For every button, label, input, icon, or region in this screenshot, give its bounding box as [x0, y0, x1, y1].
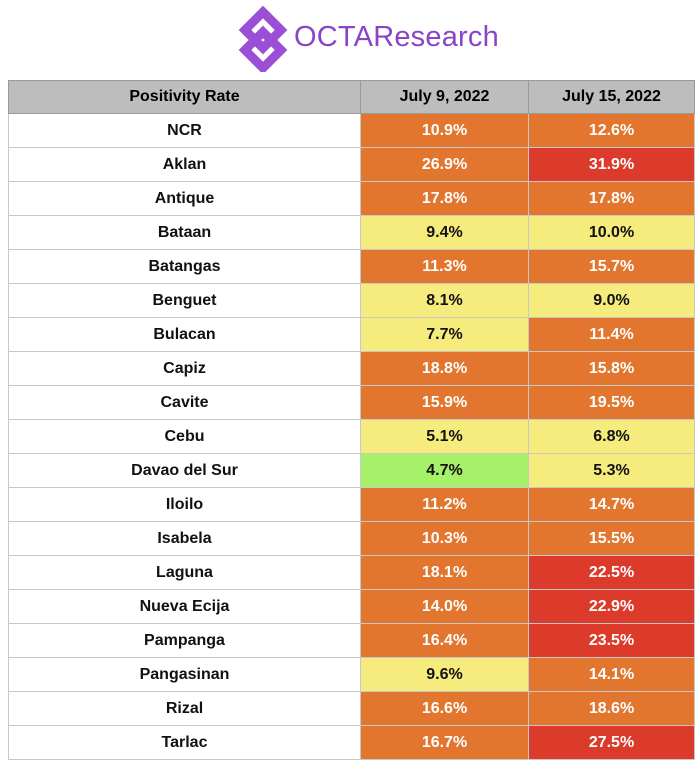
- value-cell-july-9: 10.3%: [360, 521, 529, 556]
- column-header-region: Positivity Rate: [8, 80, 361, 114]
- table-row: Bulacan 7.7% 11.4%: [8, 317, 695, 352]
- value-cell-july-15: 5.3%: [528, 453, 695, 488]
- region-cell: Pampanga: [8, 623, 361, 658]
- table-row: Benguet 8.1% 9.0%: [8, 283, 695, 318]
- value-cell-july-15: 27.5%: [528, 725, 695, 760]
- table-row: Cavite 15.9% 19.5%: [8, 385, 695, 420]
- value-cell-july-9: 11.2%: [360, 487, 529, 522]
- region-cell: Bataan: [8, 215, 361, 250]
- region-cell: Aklan: [8, 147, 361, 182]
- table-row: Davao del Sur 4.7% 5.3%: [8, 453, 695, 488]
- value-cell-july-15: 14.7%: [528, 487, 695, 522]
- value-cell-july-9: 14.0%: [360, 589, 529, 624]
- region-cell: Rizal: [8, 691, 361, 726]
- value-cell-july-9: 11.3%: [360, 249, 529, 284]
- column-header-july-15: July 15, 2022: [528, 80, 695, 114]
- value-cell-july-15: 11.4%: [528, 317, 695, 352]
- value-cell-july-9: 9.4%: [360, 215, 529, 250]
- value-cell-july-9: 16.4%: [360, 623, 529, 658]
- table-row: Bataan 9.4% 10.0%: [8, 215, 695, 250]
- region-cell: Pangasinan: [8, 657, 361, 692]
- value-cell-july-9: 18.1%: [360, 555, 529, 590]
- table-row: Tarlac 16.7% 27.5%: [8, 725, 695, 760]
- table-header-row: Positivity Rate July 9, 2022 July 15, 20…: [8, 80, 695, 114]
- value-cell-july-15: 9.0%: [528, 283, 695, 318]
- table-row: Iloilo 11.2% 14.7%: [8, 487, 695, 522]
- table-row: Nueva Ecija 14.0% 22.9%: [8, 589, 695, 624]
- region-cell: Laguna: [8, 555, 361, 590]
- value-cell-july-15: 22.5%: [528, 555, 695, 590]
- table-row: Aklan 26.9% 31.9%: [8, 147, 695, 182]
- value-cell-july-15: 15.8%: [528, 351, 695, 386]
- positivity-rate-table: Positivity Rate July 9, 2022 July 15, 20…: [8, 80, 695, 760]
- region-cell: Capiz: [8, 351, 361, 386]
- value-cell-july-9: 16.6%: [360, 691, 529, 726]
- region-cell: Cavite: [8, 385, 361, 420]
- value-cell-july-9: 10.9%: [360, 113, 529, 148]
- table-row: Pampanga 16.4% 23.5%: [8, 623, 695, 658]
- table-row: NCR 10.9% 12.6%: [8, 113, 695, 148]
- value-cell-july-15: 18.6%: [528, 691, 695, 726]
- value-cell-july-15: 15.5%: [528, 521, 695, 556]
- value-cell-july-9: 7.7%: [360, 317, 529, 352]
- table-row: Pangasinan 9.6% 14.1%: [8, 657, 695, 692]
- region-cell: Tarlac: [8, 725, 361, 760]
- value-cell-july-15: 15.7%: [528, 249, 695, 284]
- region-cell: Benguet: [8, 283, 361, 318]
- region-cell: Iloilo: [8, 487, 361, 522]
- table-row: Rizal 16.6% 18.6%: [8, 691, 695, 726]
- value-cell-july-9: 4.7%: [360, 453, 529, 488]
- region-cell: Antique: [8, 181, 361, 216]
- region-cell: Cebu: [8, 419, 361, 454]
- value-cell-july-15: 22.9%: [528, 589, 695, 624]
- region-cell: Bulacan: [8, 317, 361, 352]
- value-cell-july-9: 16.7%: [360, 725, 529, 760]
- table-row: Cebu 5.1% 6.8%: [8, 419, 695, 454]
- value-cell-july-15: 17.8%: [528, 181, 695, 216]
- value-cell-july-15: 14.1%: [528, 657, 695, 692]
- value-cell-july-9: 5.1%: [360, 419, 529, 454]
- value-cell-july-9: 9.6%: [360, 657, 529, 692]
- region-cell: Nueva Ecija: [8, 589, 361, 624]
- region-cell: Batangas: [8, 249, 361, 284]
- value-cell-july-15: 12.6%: [528, 113, 695, 148]
- value-cell-july-15: 10.0%: [528, 215, 695, 250]
- table-row: Capiz 18.8% 15.8%: [8, 351, 695, 386]
- table-row: Laguna 18.1% 22.5%: [8, 555, 695, 590]
- column-header-july-9: July 9, 2022: [360, 80, 529, 114]
- table-body: NCR 10.9% 12.6% Aklan 26.9% 31.9% Antique 17.8%…: [8, 113, 695, 760]
- region-cell: Isabela: [8, 521, 361, 556]
- region-cell: NCR: [8, 113, 361, 148]
- region-cell: Davao del Sur: [8, 453, 361, 488]
- value-cell-july-9: 26.9%: [360, 147, 529, 182]
- octa-diamond-logo-icon: [238, 6, 288, 72]
- value-cell-july-9: 17.8%: [360, 181, 529, 216]
- value-cell-july-9: 18.8%: [360, 351, 529, 386]
- value-cell-july-15: 31.9%: [528, 147, 695, 182]
- value-cell-july-9: 15.9%: [360, 385, 529, 420]
- value-cell-july-15: 19.5%: [528, 385, 695, 420]
- value-cell-july-15: 6.8%: [528, 419, 695, 454]
- brand-name: OCTAResearch: [294, 20, 499, 53]
- table-row: Antique 17.8% 17.8%: [8, 181, 695, 216]
- value-cell-july-15: 23.5%: [528, 623, 695, 658]
- value-cell-july-9: 8.1%: [360, 283, 529, 318]
- table-row: Batangas 11.3% 15.7%: [8, 249, 695, 284]
- brand-header: OCTAResearch: [236, 6, 499, 72]
- table-row: Isabela 10.3% 15.5%: [8, 521, 695, 556]
